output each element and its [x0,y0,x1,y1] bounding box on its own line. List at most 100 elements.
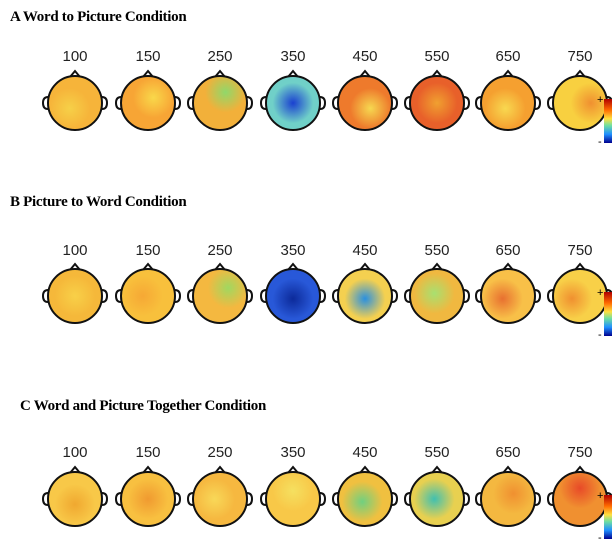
ear [391,96,399,110]
head-map [474,69,542,131]
ear [101,96,109,110]
nose [69,465,81,474]
head-map [403,262,471,324]
time-label: 100 [62,48,87,65]
head-map [186,465,254,527]
time-label: 350 [280,48,305,65]
colorbar [604,495,612,539]
head-map [403,69,471,131]
ear [534,492,542,506]
ear [463,492,471,506]
ear [331,492,339,506]
ear [474,289,482,303]
time-label: 550 [424,48,449,65]
scalp [480,471,536,527]
head-map [331,465,399,527]
colorbar [604,292,612,336]
ear [41,289,49,303]
ear [403,492,411,506]
ear [331,96,339,110]
ear [246,96,254,110]
head-map [331,262,399,324]
time-label: 250 [207,242,232,259]
time-label: 650 [495,242,520,259]
ear [101,492,109,506]
ear [391,289,399,303]
time-label: 250 [207,48,232,65]
colorbar [604,99,612,143]
ear [319,492,327,506]
head-map [259,465,327,527]
scalp [192,471,248,527]
nose [142,262,154,271]
colorbar-min: - [598,532,602,541]
nose [287,69,299,78]
ear [403,96,411,110]
nose [69,262,81,271]
ear [463,289,471,303]
scalp [120,75,176,131]
time-label: 100 [62,242,87,259]
time-label: 150 [135,444,160,461]
time-label: 350 [280,242,305,259]
time-label: 150 [135,242,160,259]
ear [474,96,482,110]
time-label: 450 [352,242,377,259]
time-label: 750 [567,242,592,259]
ear [114,492,122,506]
nose [431,69,443,78]
scalp [192,75,248,131]
scalp [192,268,248,324]
scalp [47,268,103,324]
scalp [265,471,321,527]
nose [287,262,299,271]
time-label: 750 [567,444,592,461]
scalp [409,471,465,527]
nose [431,465,443,474]
head-map [474,262,542,324]
time-label: 100 [62,444,87,461]
head-map [259,262,327,324]
nose [69,69,81,78]
scalp [409,75,465,131]
ear [41,96,49,110]
ear [391,492,399,506]
nose [574,69,586,78]
nose [142,465,154,474]
nose [502,69,514,78]
ear [319,96,327,110]
nose [214,69,226,78]
time-label: 550 [424,444,449,461]
nose [431,262,443,271]
ear [186,492,194,506]
scalp [337,268,393,324]
scalp [265,75,321,131]
ear [174,96,182,110]
nose [359,69,371,78]
head-map [259,69,327,131]
colorbar-max: + [597,94,603,106]
ear [546,96,554,110]
head-map [474,465,542,527]
colorbar-min: - [598,136,602,148]
scalp [337,75,393,131]
nose [287,465,299,474]
time-label: 350 [280,444,305,461]
head-map [331,69,399,131]
nose [359,465,371,474]
head-map [186,262,254,324]
scalp [47,75,103,131]
colorbar-max: + [597,287,603,299]
ear [259,492,267,506]
head-map [41,262,109,324]
ear [331,289,339,303]
ear [463,96,471,110]
ear [546,289,554,303]
nose [214,262,226,271]
ear [186,289,194,303]
scalp [47,471,103,527]
ear [101,289,109,303]
panel-title: A Word to Picture Condition [10,9,187,25]
ear [319,289,327,303]
